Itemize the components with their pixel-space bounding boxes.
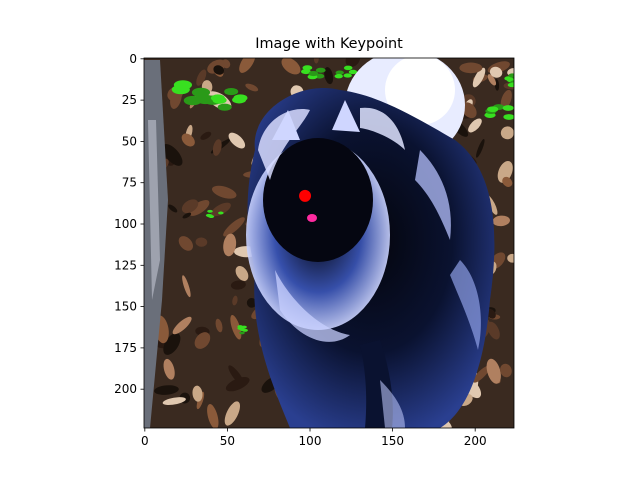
y-axis: 0 25 50 75 100 125 150 175 200 bbox=[114, 52, 144, 396]
chart-title: Image with Keypoint bbox=[255, 36, 403, 52]
y-tick-label: 25 bbox=[122, 93, 137, 107]
y-tick-label: 125 bbox=[114, 258, 137, 272]
y-tick-label: 175 bbox=[114, 341, 137, 355]
x-tick-label: 100 bbox=[299, 434, 322, 448]
x-tick-label: 0 bbox=[141, 434, 149, 448]
axes-frame bbox=[143, 57, 515, 429]
x-tick-label: 200 bbox=[464, 434, 487, 448]
x-tick-label: 150 bbox=[381, 434, 404, 448]
y-tick-label: 75 bbox=[122, 176, 137, 190]
x-axis: 0 50 100 150 200 bbox=[141, 428, 487, 448]
y-tick-label: 200 bbox=[114, 382, 137, 396]
y-tick-label: 0 bbox=[129, 52, 137, 66]
x-tick-label: 50 bbox=[220, 434, 235, 448]
keypoint-marker bbox=[299, 189, 312, 202]
y-tick-label: 150 bbox=[114, 300, 137, 314]
y-tick-label: 50 bbox=[122, 134, 137, 148]
dog-photo bbox=[144, 58, 514, 428]
y-tick-label: 100 bbox=[114, 217, 137, 231]
